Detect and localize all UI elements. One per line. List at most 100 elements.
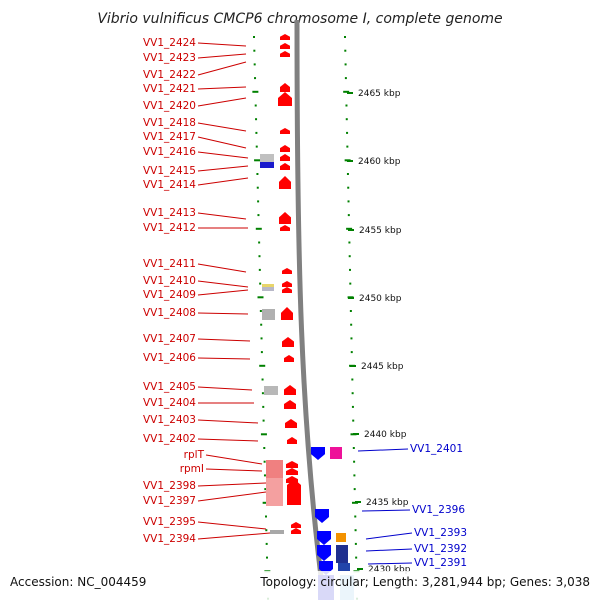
kbp-label: 2445 kbp — [361, 362, 404, 372]
feature-block — [260, 154, 274, 162]
forward-gene-arrow[interactable] — [279, 212, 291, 224]
leader-line — [197, 438, 259, 442]
gene-label-vv1_2415[interactable]: VV1_2415 — [143, 165, 196, 177]
forward-gene-arrow[interactable] — [282, 281, 292, 287]
leader-line — [365, 548, 413, 552]
gene-label-vv1_2403[interactable]: VV1_2403 — [143, 414, 196, 426]
gene-label-vv1_2405[interactable]: VV1_2405 — [143, 381, 196, 393]
forward-gene-arrow[interactable] — [284, 385, 296, 395]
leader-line — [197, 122, 247, 132]
forward-gene-arrow[interactable] — [286, 461, 298, 468]
gene-label-vv1_2411[interactable]: VV1_2411 — [143, 258, 196, 270]
gene-label-vv1_2393[interactable]: VV1_2393 — [414, 527, 467, 539]
forward-gene-arrow[interactable] — [285, 419, 297, 428]
gene-features — [260, 34, 354, 600]
reverse-gene-arrow[interactable] — [317, 531, 331, 545]
forward-gene-arrow[interactable] — [281, 307, 293, 320]
gene-label-vv1_2413[interactable]: VV1_2413 — [143, 207, 196, 219]
reverse-gene-arrow[interactable] — [317, 545, 331, 561]
kbp-label: 2450 kbp — [359, 294, 402, 304]
gene-label-vv1_2394[interactable]: VV1_2394 — [143, 533, 196, 545]
rna-feature-block — [266, 478, 283, 506]
rna-feature-block — [330, 447, 342, 459]
forward-gene-arrow[interactable] — [279, 176, 291, 189]
leader-line — [197, 312, 249, 315]
gene-label-vv1_2396[interactable]: VV1_2396 — [412, 504, 465, 516]
forward-gene-arrow[interactable] — [291, 522, 301, 528]
topology-text: Topology: circular; Length: 3,281,944 bp… — [259, 575, 590, 589]
gene-label-vv1_2416[interactable]: VV1_2416 — [143, 146, 196, 158]
reverse-gene-block — [260, 162, 274, 168]
forward-gene-arrow[interactable] — [282, 337, 294, 347]
gene-label-vv1_2392[interactable]: VV1_2392 — [414, 543, 467, 555]
footer-band — [0, 571, 600, 600]
forward-gene-arrow[interactable] — [280, 225, 290, 231]
forward-gene-arrow[interactable] — [282, 268, 292, 274]
kbp-label: 2460 kbp — [358, 157, 401, 167]
reverse-gene-arrow[interactable] — [311, 447, 325, 460]
gene-label-rplt[interactable]: rplT — [184, 449, 205, 461]
gene-label-vv1_2423[interactable]: VV1_2423 — [143, 52, 196, 64]
gene-label-vv1_2424[interactable]: VV1_2424 — [143, 37, 196, 49]
kbp-label: 2430 kbp — [368, 565, 411, 575]
gene-label-vv1_2401[interactable]: VV1_2401 — [410, 443, 463, 455]
gene-label-vv1_2417[interactable]: VV1_2417 — [143, 131, 196, 143]
feature-block — [262, 287, 274, 291]
gene-label-vv1_2395[interactable]: VV1_2395 — [143, 516, 196, 528]
leader-line — [197, 86, 247, 90]
forward-gene-arrow[interactable] — [284, 355, 294, 362]
forward-gene-arrow[interactable] — [287, 479, 301, 505]
leader-line — [197, 386, 253, 391]
gene-label-vv1_2418[interactable]: VV1_2418 — [143, 117, 196, 129]
gene-label-vv1_2412[interactable]: VV1_2412 — [143, 222, 196, 234]
kbp-label: 2435 kbp — [366, 498, 409, 508]
right-gene-labels: VV1_2401 VV1_2396 VV1_2393 VV1_2392 VV1_2391 — [357, 443, 467, 569]
leader-line — [197, 280, 249, 288]
gene-label-vv1_2391[interactable]: VV1_2391 — [414, 557, 467, 569]
leader-line — [197, 357, 251, 360]
forward-gene-arrow[interactable] — [287, 437, 297, 444]
leader-line — [205, 454, 263, 465]
gene-label-vv1_2402[interactable]: VV1_2402 — [143, 433, 196, 445]
forward-gene-arrow[interactable] — [280, 34, 290, 40]
gene-label-vv1_2414[interactable]: VV1_2414 — [143, 179, 196, 191]
forward-gene-arrow[interactable] — [282, 287, 292, 293]
reverse-gene-arrow[interactable] — [315, 509, 329, 523]
gene-label-vv1_2409[interactable]: VV1_2409 — [143, 289, 196, 301]
leader-line — [367, 562, 413, 565]
gene-label-vv1_2421[interactable]: VV1_2421 — [143, 83, 196, 95]
forward-gene-arrow[interactable] — [280, 51, 290, 57]
forward-gene-arrow[interactable] — [284, 400, 296, 409]
kbp-scale: 2465 kbp 2460 kbp 2455 kbp 2450 kbp 2445 kbp… — [347, 89, 411, 575]
forward-gene-arrow[interactable] — [280, 83, 290, 92]
leader-line — [197, 177, 249, 186]
leader-line — [197, 532, 271, 540]
kbp-label: 2455 kbp — [359, 226, 402, 236]
forward-gene-arrow[interactable] — [280, 145, 290, 152]
forward-gene-arrow[interactable] — [286, 468, 298, 475]
leader-line — [197, 165, 249, 172]
forward-gene-arrow[interactable] — [280, 128, 290, 134]
leader-line — [197, 491, 267, 502]
leader-line — [197, 263, 247, 273]
leader-line — [197, 53, 247, 59]
gene-label-vv1_2420[interactable]: VV1_2420 — [143, 100, 196, 112]
leader-line — [205, 468, 263, 472]
gene-label-vv1_2404[interactable]: VV1_2404 — [143, 397, 196, 409]
forward-gene-arrow[interactable] — [291, 528, 301, 534]
forward-gene-arrow[interactable] — [278, 92, 292, 106]
feature-block — [270, 530, 284, 534]
forward-gene-arrow[interactable] — [280, 163, 290, 170]
forward-gene-arrow[interactable] — [280, 154, 290, 161]
gene-label-vv1_2407[interactable]: VV1_2407 — [143, 333, 196, 345]
gene-label-vv1_2410[interactable]: VV1_2410 — [143, 275, 196, 287]
gene-label-vv1_2406[interactable]: VV1_2406 — [143, 352, 196, 364]
gene-label-rpmi[interactable]: rpmI — [180, 463, 204, 475]
leader-line — [361, 509, 411, 512]
forward-gene-arrow[interactable] — [280, 43, 290, 49]
gene-label-vv1_2422[interactable]: VV1_2422 — [143, 69, 196, 81]
gene-label-vv1_2397[interactable]: VV1_2397 — [143, 495, 196, 507]
gene-label-vv1_2408[interactable]: VV1_2408 — [143, 307, 196, 319]
gene-label-vv1_2398[interactable]: VV1_2398 — [143, 480, 196, 492]
